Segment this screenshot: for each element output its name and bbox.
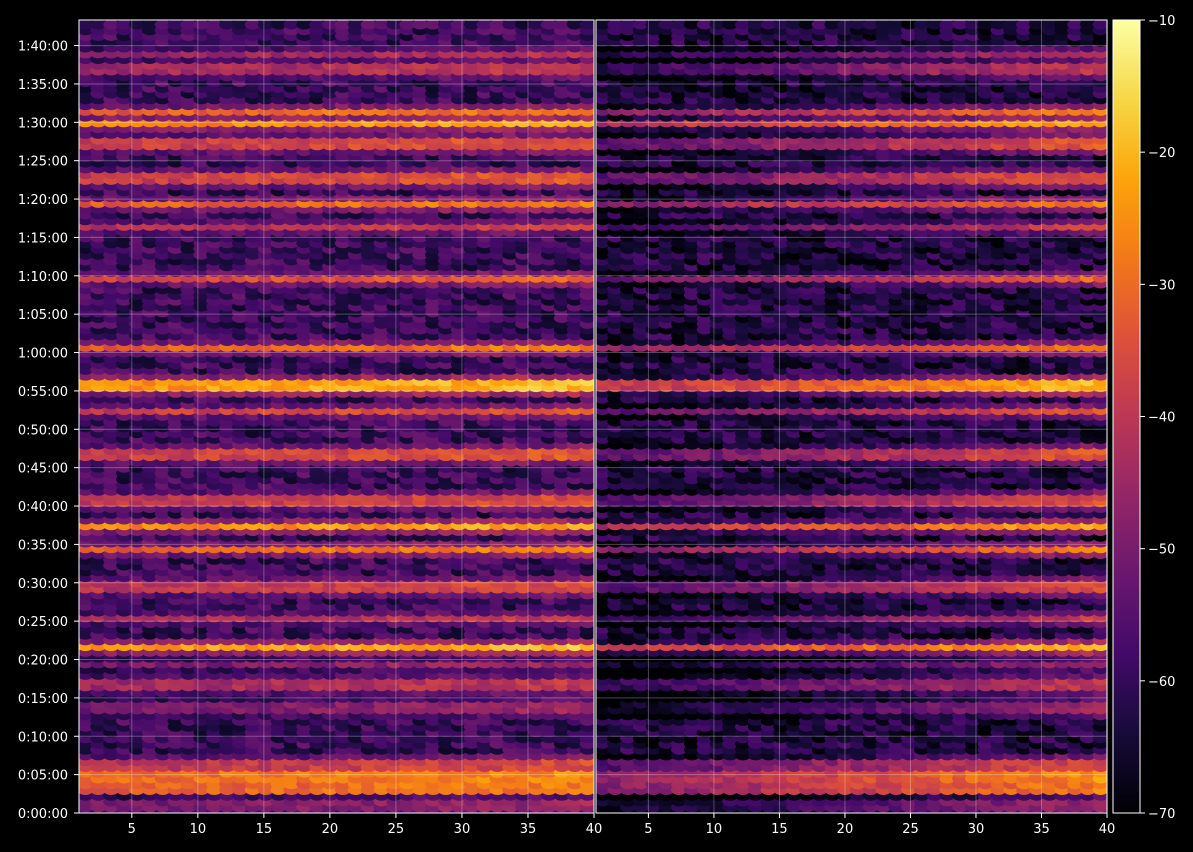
heatmap-panel-1	[79, 20, 594, 813]
